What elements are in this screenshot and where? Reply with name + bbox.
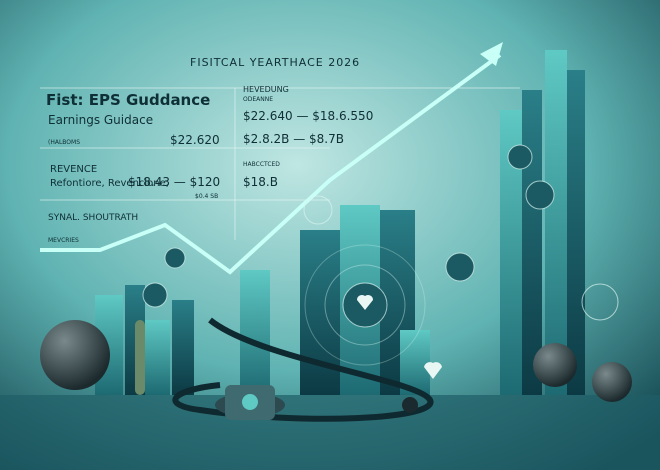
heart-icon	[357, 294, 373, 310]
range-1: $22.640 — $18.6.550	[243, 109, 373, 123]
right-label: HABCCTCED	[243, 161, 280, 168]
revenue-desc: Refontiore, Revencione,	[50, 178, 169, 189]
right-value: $18.B	[243, 175, 278, 189]
footer-sub: MEVCRIES	[48, 237, 79, 244]
sphere	[592, 362, 632, 402]
floor	[0, 395, 660, 470]
stethoscope	[172, 317, 434, 422]
title: FISITCAL YEARTHACE 2026	[190, 56, 360, 69]
eps-value: $22.620	[170, 133, 220, 147]
revenue-label: REVENCE	[50, 164, 97, 175]
heart-icon	[424, 362, 442, 379]
footer-label: SYNAL. SHOUTRATH	[48, 213, 138, 223]
right-heading: HEVEDUNG	[243, 85, 289, 94]
revenue-note: $0.4 SB	[195, 193, 218, 200]
right-subheading: ODEANNE	[243, 96, 273, 103]
small-label: (HALBOMS	[48, 139, 80, 146]
panel-lines	[40, 87, 520, 240]
sphere	[40, 320, 110, 390]
trend-arrow	[40, 42, 503, 275]
sphere	[533, 343, 577, 387]
cactus	[135, 320, 145, 395]
heading: Fist: EPS Guddance	[46, 91, 210, 109]
subheading: Earnings Guidace	[48, 113, 153, 127]
range-2: $2.8.2B — $8.7B	[243, 132, 344, 146]
revenue-range: $18.43 — $120	[128, 175, 220, 189]
